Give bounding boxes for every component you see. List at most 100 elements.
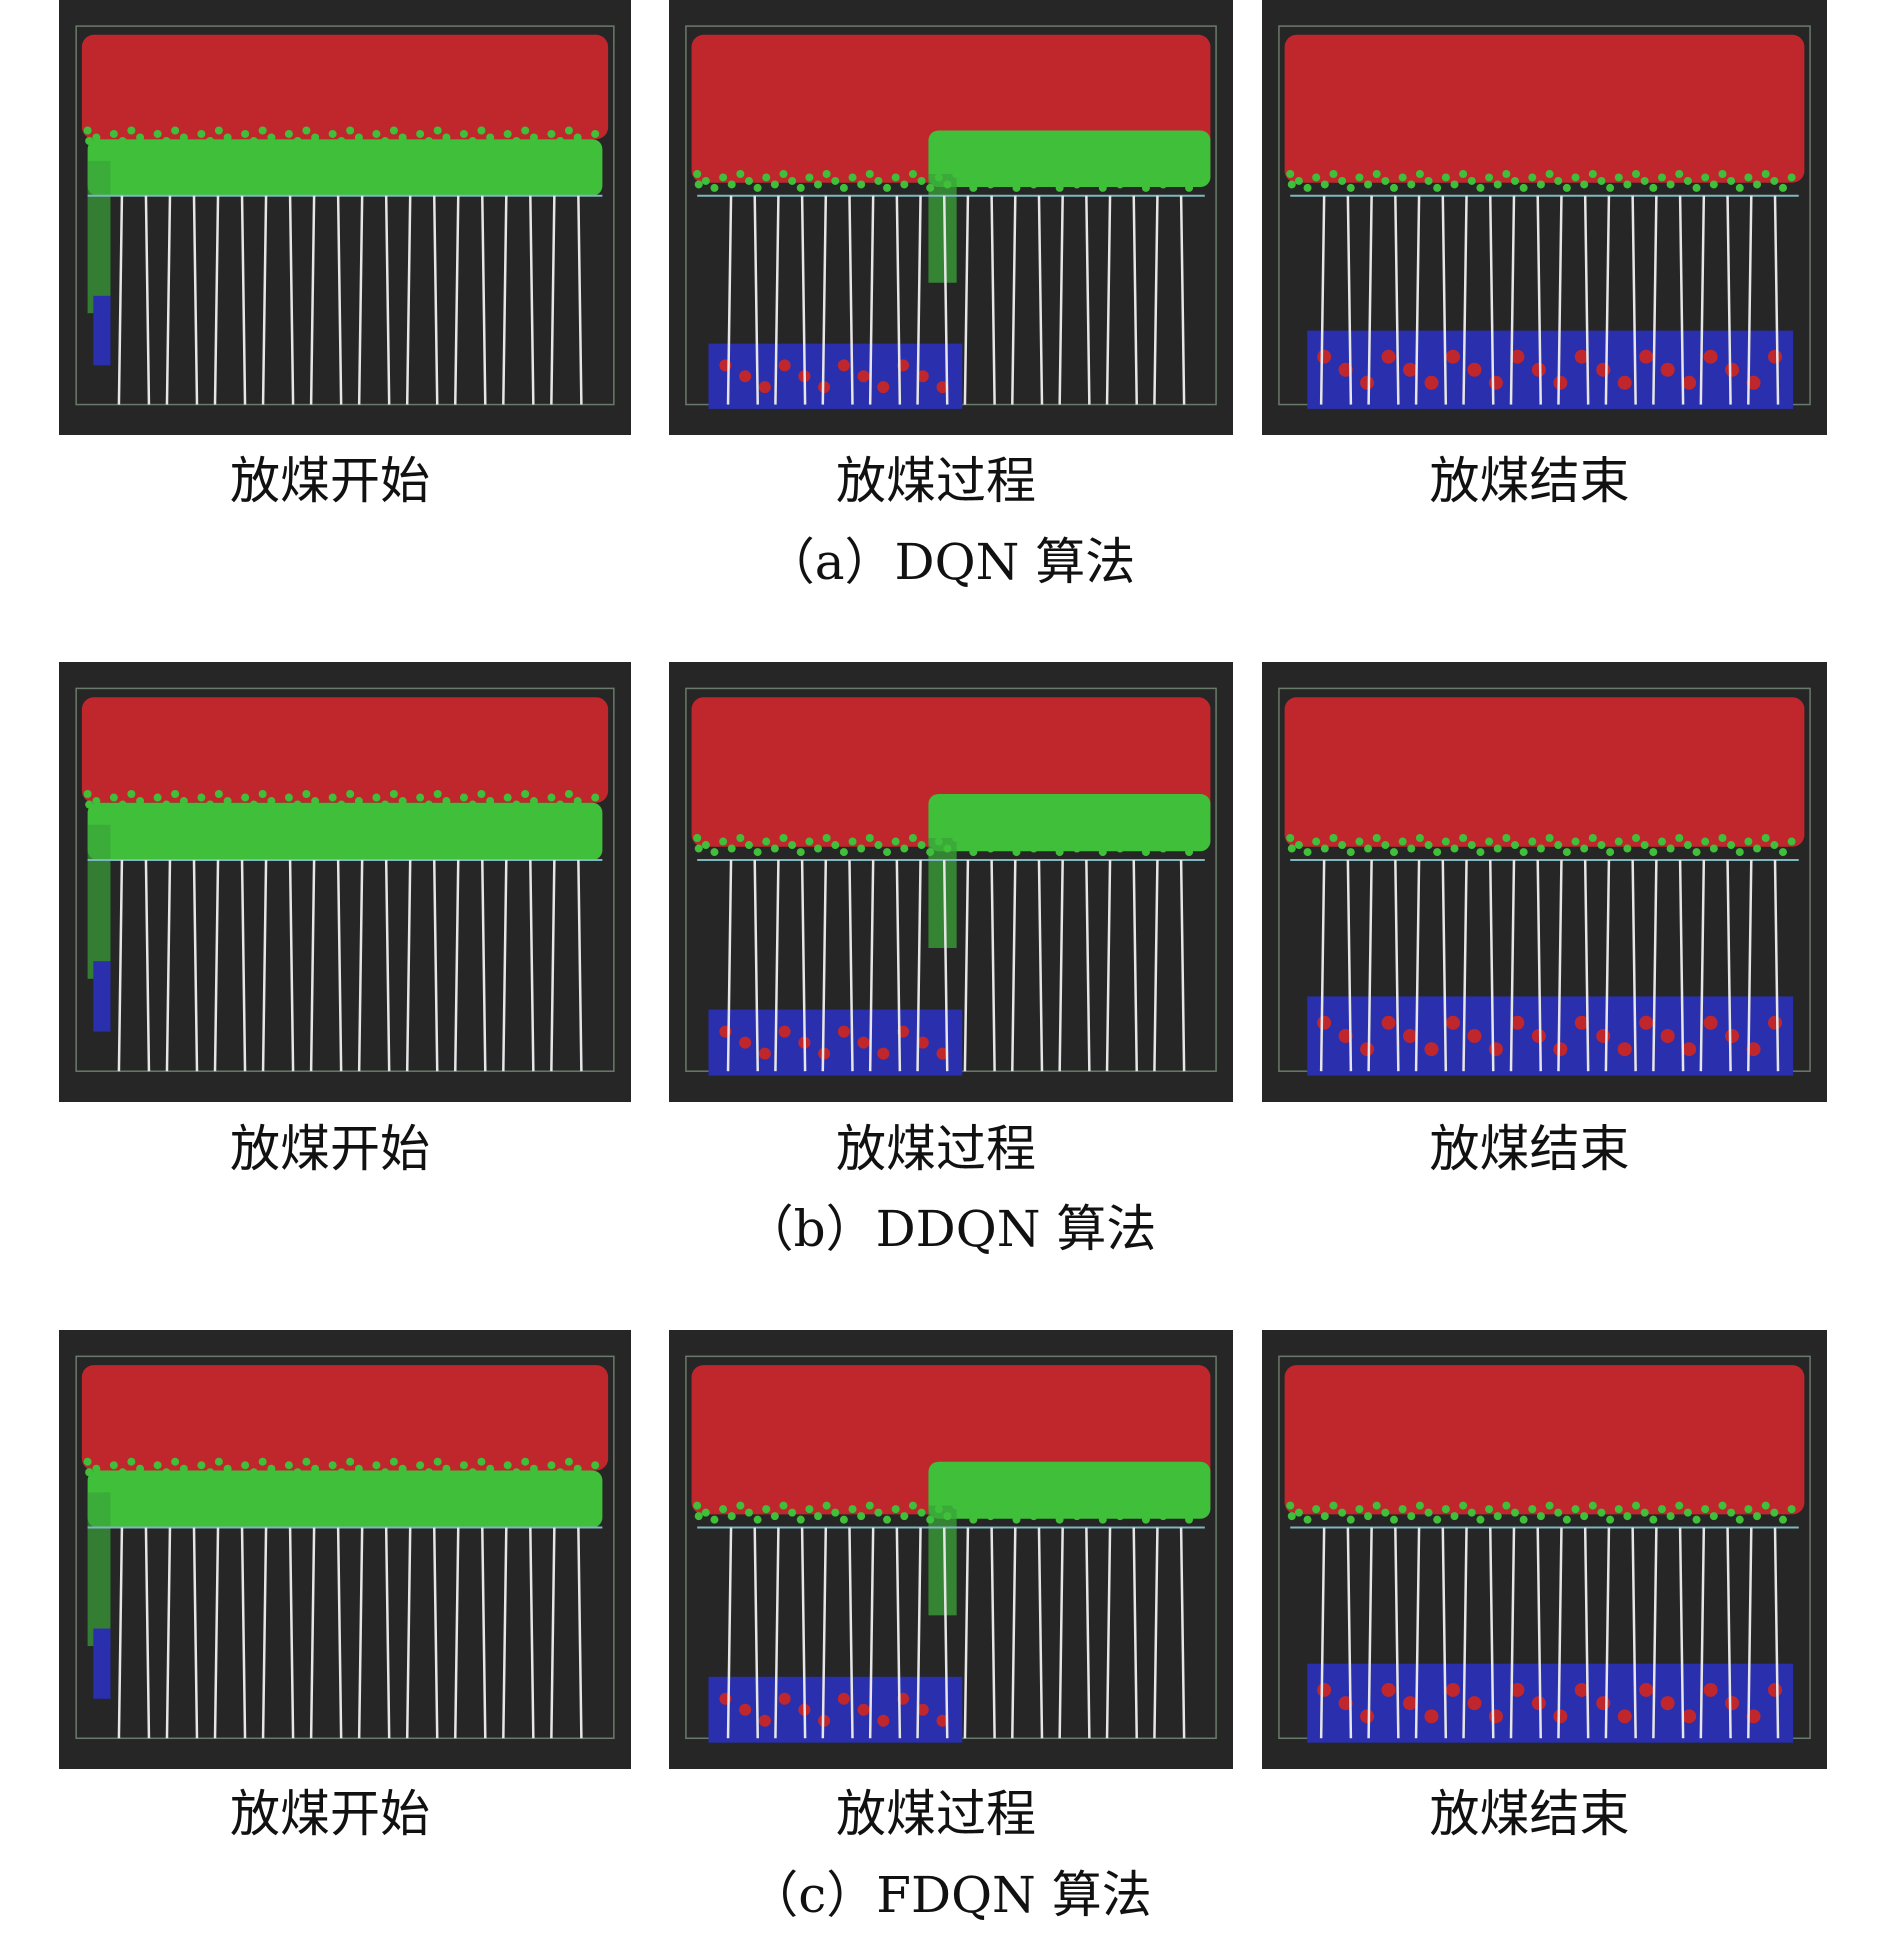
coal-dot (1488, 375, 1503, 390)
coal-dot (1725, 1029, 1740, 1043)
falling-rock (928, 1505, 957, 1616)
support-line (1394, 1527, 1400, 1739)
top-coal (81, 1365, 609, 1471)
rock-dot (1450, 1512, 1459, 1521)
rock-dot (917, 841, 926, 850)
rock-dot (398, 1464, 407, 1473)
coal-dot (1467, 1029, 1482, 1043)
rock-dot (1294, 1508, 1303, 1517)
rock-dot (943, 1512, 952, 1521)
rock-dot (494, 140, 503, 149)
coal-dot (1317, 1015, 1332, 1030)
rock-dot (693, 170, 702, 178)
support-line (117, 859, 124, 1072)
rock-dot (1046, 841, 1055, 850)
rock-dot (1424, 1508, 1433, 1517)
rock-dot (1735, 183, 1744, 192)
rock-dot (883, 1515, 892, 1524)
rock-dot (805, 837, 814, 846)
rock-dot (232, 1471, 241, 1480)
simulation-panel (669, 0, 1233, 435)
rock-dot (407, 140, 416, 149)
rock-dot (442, 797, 451, 806)
rock-dot (917, 1508, 926, 1517)
rock-dot (839, 183, 848, 192)
falling-rock (928, 838, 957, 948)
rock-dot (1433, 183, 1442, 192)
rock-dot (214, 790, 223, 798)
rock-dot (136, 1464, 145, 1473)
rock-dot (1657, 173, 1666, 182)
coal-dot (1424, 1042, 1439, 1057)
rock-dot (1718, 834, 1727, 842)
support-line (502, 1527, 508, 1739)
rock-dot (1167, 834, 1176, 842)
rock-dot (1683, 176, 1692, 185)
rock-dot (1029, 1512, 1038, 1521)
rock-dot (1407, 180, 1416, 189)
rock-dot (710, 1515, 719, 1524)
coal-dot (877, 1047, 890, 1060)
rock-dot (1116, 844, 1125, 853)
rock-dot (564, 126, 573, 135)
rock-dot (127, 126, 136, 135)
rock-dot (1090, 1508, 1099, 1517)
rock-dot (363, 804, 372, 813)
support-line (753, 859, 759, 1072)
coal-dot (837, 1692, 850, 1705)
rock-dot (1597, 841, 1606, 850)
rock-dot (1623, 180, 1632, 189)
support-line (454, 1527, 460, 1739)
coal-dot (1403, 362, 1418, 377)
rock-dot (831, 176, 840, 185)
rock-dot (109, 129, 118, 138)
support-line (481, 195, 487, 405)
rock-dot (1571, 1505, 1580, 1514)
rock-dot (1424, 176, 1433, 185)
rock-dot (232, 140, 241, 149)
support-line (821, 859, 828, 1072)
rock-dot (503, 129, 512, 138)
rock-dot (1640, 1508, 1649, 1517)
rock-dot (908, 834, 917, 842)
support-line (1747, 1527, 1753, 1739)
support-line (868, 1527, 875, 1739)
rock-dot (1640, 176, 1649, 185)
coal-dot (1488, 1042, 1503, 1057)
coal-dot (1617, 375, 1632, 390)
rock-dot (494, 1471, 503, 1480)
rock-dot (1081, 834, 1090, 842)
coal-dot (1768, 349, 1783, 364)
coal-dot (916, 1703, 929, 1716)
coal-dot (1360, 1709, 1375, 1724)
rock-dot (197, 1461, 206, 1470)
coal-dot (778, 1692, 791, 1705)
support-line (1773, 1527, 1780, 1739)
rock-dot (249, 800, 258, 809)
support-line (1536, 195, 1542, 405)
coal-dot (1639, 1682, 1654, 1697)
subfigure-caption: （b）DDQN 算法 (744, 1200, 1157, 1258)
rock-dot (753, 183, 762, 192)
rock-dot (1718, 170, 1727, 178)
coal-dot (857, 1703, 870, 1716)
support-line (261, 1527, 268, 1739)
rock-dot (354, 133, 363, 142)
rock-dot (171, 790, 180, 798)
rock-dot (83, 790, 92, 798)
coal-dot (1746, 375, 1761, 390)
rock-dot (1029, 844, 1038, 853)
rock-dot (1124, 834, 1133, 842)
support-line (1489, 195, 1495, 405)
rock-dot (969, 848, 978, 857)
coal-dot (1381, 1682, 1396, 1697)
rock-dot (582, 140, 591, 149)
rock-dot (319, 1471, 328, 1480)
rock-dot (995, 834, 1004, 842)
rock-dot (1502, 170, 1511, 178)
rock-dot (1778, 848, 1787, 857)
support-line (1011, 1527, 1017, 1739)
rock-dot (1606, 1515, 1615, 1524)
coal-dot (1424, 375, 1439, 390)
